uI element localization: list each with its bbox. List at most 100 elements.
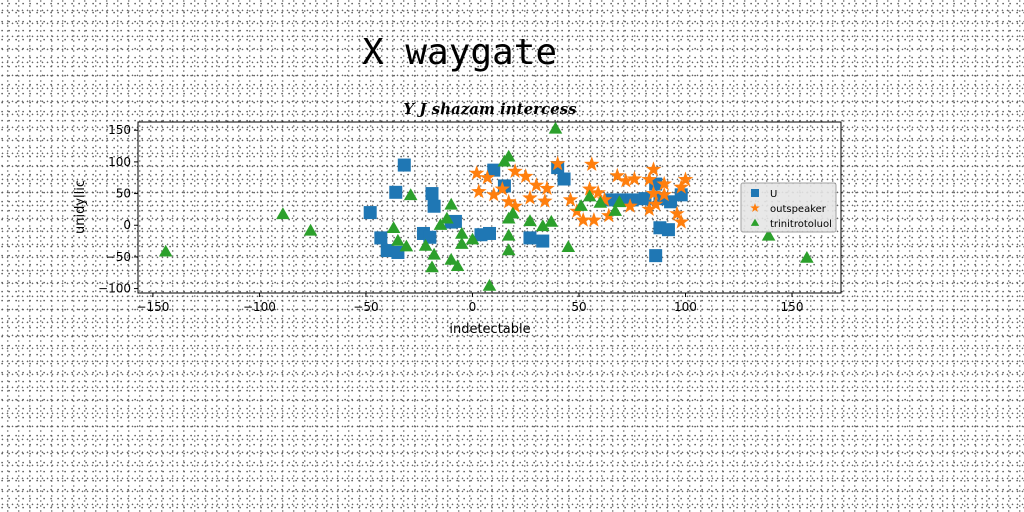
- plot-frame: [137, 121, 842, 294]
- data-point: [444, 252, 458, 265]
- data-point: [158, 244, 173, 257]
- data-point: [374, 231, 388, 245]
- data-point: [448, 214, 462, 228]
- x-tick-label: 0: [469, 300, 477, 314]
- data-point: [800, 251, 814, 263]
- legend-box: [740, 182, 837, 233]
- data-point: [465, 232, 480, 245]
- data-point: [455, 237, 469, 249]
- data-point: [427, 247, 441, 260]
- y-tick-label: 50: [116, 187, 131, 201]
- x-tick-label: 50: [571, 300, 586, 314]
- data-point: [669, 205, 685, 221]
- data-point: [363, 206, 377, 220]
- data-point: [561, 240, 576, 252]
- data-point: [761, 228, 776, 241]
- data-point: [609, 167, 625, 183]
- legend-marker: [751, 189, 759, 197]
- data-point: [423, 230, 437, 244]
- data-point: [389, 185, 403, 199]
- series-outspeaker: [469, 155, 694, 229]
- data-point: [386, 221, 401, 233]
- data-point: [444, 197, 458, 210]
- x-tick-label: −100: [243, 300, 276, 314]
- legend-label: U: [770, 189, 777, 200]
- data-point: [548, 121, 563, 134]
- data-point: [539, 180, 555, 196]
- data-point: [399, 239, 414, 252]
- data-point: [612, 195, 627, 208]
- data-point: [380, 244, 394, 258]
- data-point: [303, 223, 318, 236]
- data-point: [536, 219, 550, 232]
- data-point: [479, 169, 496, 185]
- data-point: [557, 172, 571, 186]
- data-point: [618, 172, 634, 188]
- data-point: [486, 186, 502, 202]
- data-point: [582, 189, 597, 202]
- x-tick-label: 100: [674, 300, 697, 314]
- data-point: [455, 226, 469, 239]
- data-point: [586, 212, 602, 227]
- y-tick-label: 100: [108, 155, 131, 169]
- data-point: [507, 198, 523, 213]
- data-point: [483, 226, 496, 240]
- y-tick-label: 150: [108, 123, 131, 137]
- data-point: [497, 154, 512, 167]
- data-point: [537, 193, 553, 208]
- data-point: [501, 243, 516, 256]
- data-point: [645, 161, 662, 177]
- data-point: [501, 228, 516, 241]
- data-point: [528, 177, 545, 192]
- data-point: [523, 231, 537, 245]
- x-axis-label: indetectable: [449, 322, 530, 337]
- data-point: [647, 196, 664, 211]
- data-point: [403, 188, 418, 201]
- y-tick-label: −50: [106, 250, 131, 264]
- data-point: [584, 156, 600, 171]
- data-point: [494, 181, 510, 196]
- data-point: [641, 171, 657, 187]
- data-point: [507, 163, 523, 178]
- data-point: [677, 171, 694, 187]
- x-tick-label: −50: [353, 300, 378, 314]
- data-point: [506, 206, 520, 219]
- data-point: [482, 278, 497, 291]
- data-point: [673, 179, 689, 194]
- legend-marker: [750, 218, 760, 226]
- series-trinitrotoluol: [158, 121, 814, 291]
- data-point: [425, 260, 439, 273]
- y-axis-label: unidyllic: [73, 180, 88, 234]
- y-tick-label: 0: [123, 218, 131, 232]
- data-point: [440, 211, 454, 224]
- data-point: [608, 204, 622, 216]
- data-point: [593, 195, 608, 208]
- data-point: [574, 199, 588, 211]
- x-tick-label: 150: [781, 300, 804, 314]
- data-point: [645, 185, 662, 201]
- legend-label: trinitrotoluol: [770, 219, 832, 230]
- data-point: [397, 158, 411, 172]
- data-point: [418, 239, 433, 251]
- legend-label: outspeaker: [770, 204, 827, 215]
- data-points: [158, 121, 814, 291]
- x-tick-label: −150: [136, 300, 169, 314]
- data-point: [601, 207, 617, 223]
- data-point: [500, 193, 517, 209]
- data-point: [581, 181, 598, 196]
- data-point: [425, 187, 439, 201]
- data-point: [427, 199, 441, 213]
- data-point: [626, 170, 643, 186]
- data-point: [656, 186, 672, 202]
- data-point: [536, 234, 550, 248]
- data-point: [656, 175, 672, 191]
- data-point: [549, 155, 566, 171]
- data-point: [641, 201, 657, 216]
- data-point: [523, 214, 537, 227]
- data-point: [596, 191, 613, 207]
- data-point: [469, 165, 485, 180]
- data-point: [433, 218, 448, 230]
- plot-area: [137, 121, 842, 294]
